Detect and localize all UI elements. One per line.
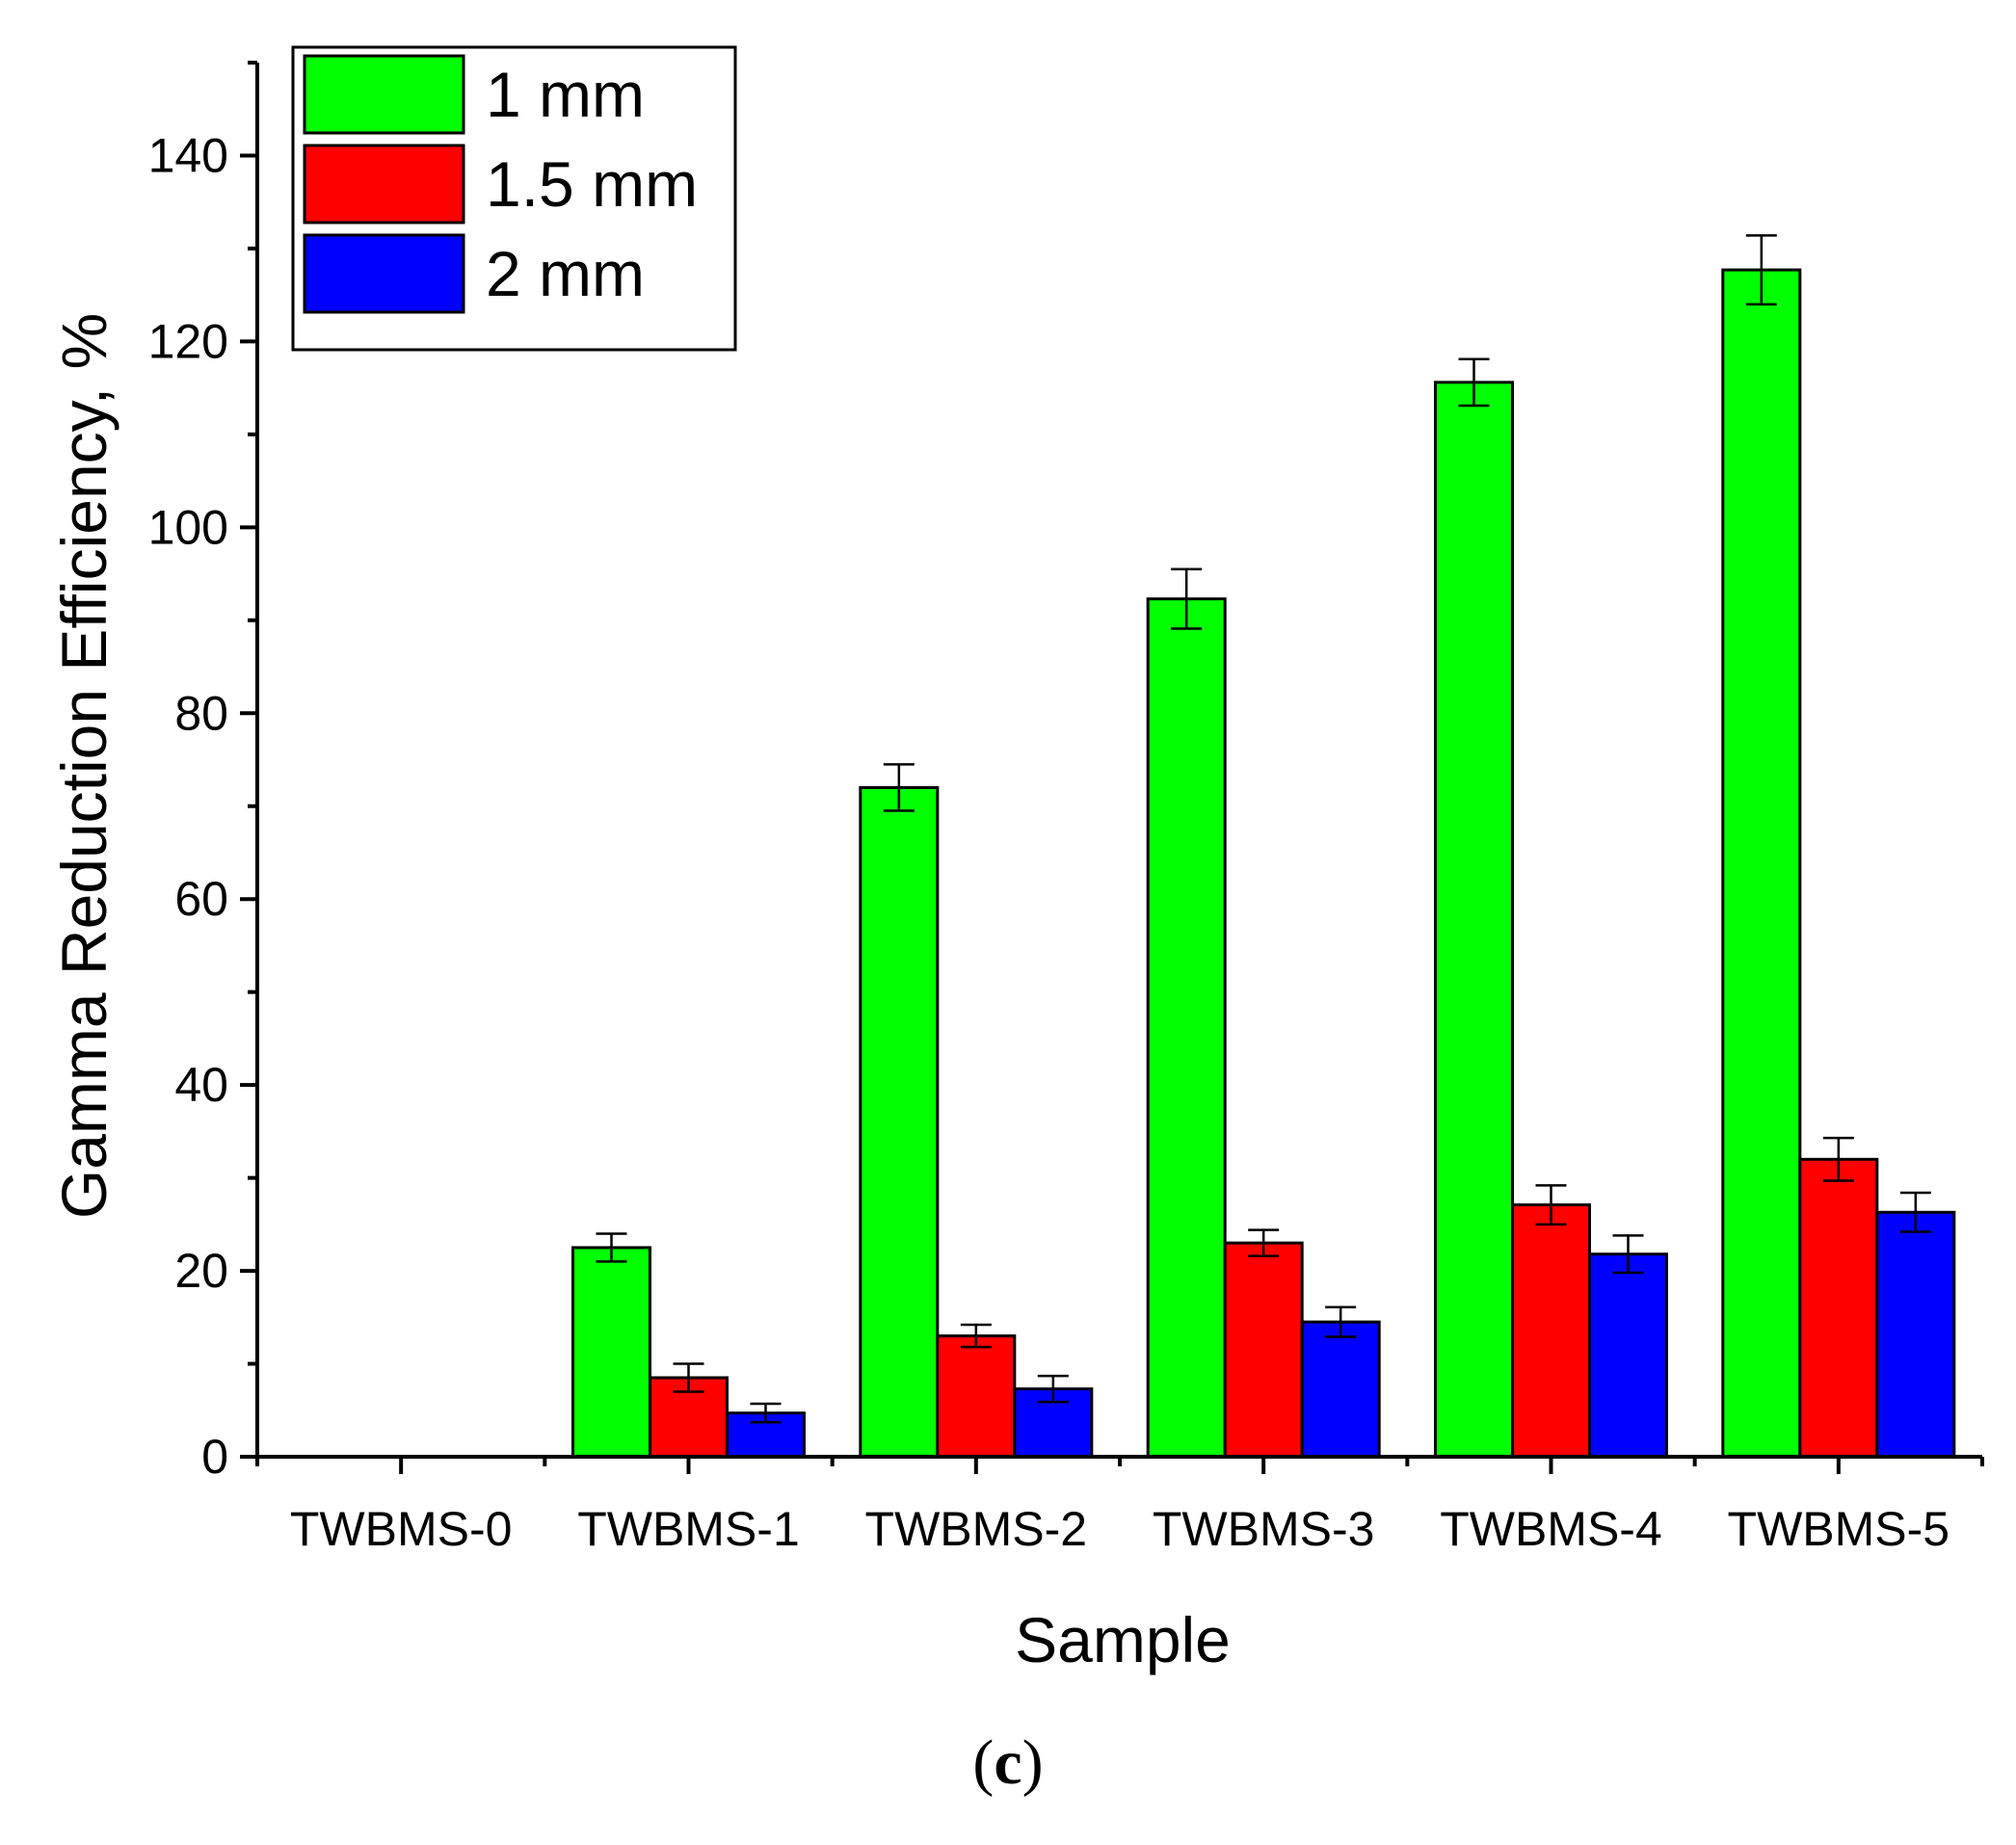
error-bar-twbms-4-2mm [1612, 1234, 1644, 1275]
bar-twbms-2-15mm [936, 1334, 1017, 1459]
legend-swatch-15mm [303, 144, 465, 224]
y-axis-title: Gamma Reduction Efficiency, % [48, 313, 119, 1219]
error-bars-layer [596, 234, 1931, 1424]
bar-twbms-1-1mm [571, 1246, 651, 1459]
legend: 1 mm 1.5 mm 2 mm [291, 45, 737, 352]
legend-label-15mm: 1.5 mm [486, 148, 698, 220]
error-bar-twbms-2-15mm [960, 1323, 992, 1349]
error-bar-twbms-1-1mm [596, 1232, 627, 1263]
y-tick-label-60: 60 [174, 872, 228, 926]
error-bar-twbms-5-1mm [1745, 234, 1777, 306]
legend-swatch-1mm [303, 54, 465, 135]
x-tick-label-twbms-0: TWBMS-0 [290, 1502, 513, 1556]
legend-label-2mm: 2 mm [486, 238, 645, 309]
error-bar-twbms-4-1mm [1458, 357, 1490, 408]
y-tick-label-20: 20 [174, 1244, 228, 1298]
bar-twbms-3-2mm [1300, 1320, 1381, 1459]
bar-twbms-4-1mm [1434, 381, 1514, 1459]
caption-close-paren: ) [1021, 1727, 1044, 1798]
bar-twbms-5-1mm [1721, 268, 1802, 1459]
y-tick-label-120: 120 [148, 314, 228, 368]
y-tick-label-0: 0 [201, 1430, 228, 1484]
error-bar-twbms-3-2mm [1325, 1305, 1357, 1338]
y-tick-label-80: 80 [174, 686, 228, 740]
bar-twbms-4-2mm [1588, 1252, 1668, 1459]
axes-layer: 0 20 40 60 80 100 120 140 TWBMS-0 TWBMS-1 TWBMS-2 T… [148, 61, 1984, 1556]
error-bar-twbms-1-2mm [750, 1402, 782, 1424]
caption-open-paren: ( [972, 1727, 995, 1798]
y-tick-label-140: 140 [148, 128, 228, 182]
bars-layer [571, 268, 1956, 1459]
x-tick-label-twbms-3: TWBMS-3 [1153, 1502, 1375, 1556]
error-bar-twbms-3-15mm [1248, 1228, 1280, 1257]
bar-twbms-5-15mm [1798, 1157, 1879, 1459]
bar-twbms-4-15mm [1511, 1203, 1591, 1459]
bar-twbms-3-15mm [1223, 1241, 1304, 1459]
x-tick-label-twbms-5: TWBMS-5 [1728, 1502, 1950, 1556]
error-bar-twbms-2-1mm [883, 763, 915, 812]
figure-caption: (c) [0, 1726, 2016, 1800]
bar-twbms-3-1mm [1146, 597, 1227, 1459]
error-bar-twbms-5-2mm [1899, 1191, 1931, 1233]
error-bar-twbms-4-15mm [1535, 1184, 1567, 1226]
bar-twbms-5-2mm [1875, 1210, 1956, 1459]
y-tick-label-100: 100 [148, 500, 228, 554]
error-bar-twbms-2-2mm [1037, 1374, 1069, 1404]
x-tick-label-twbms-1: TWBMS-1 [577, 1502, 800, 1556]
caption-letter: c [994, 1727, 1022, 1798]
legend-label-1mm: 1 mm [486, 59, 645, 130]
error-bar-twbms-1-15mm [673, 1362, 704, 1393]
bar-twbms-2-1mm [859, 785, 940, 1459]
x-tick-label-twbms-2: TWBMS-2 [865, 1502, 1088, 1556]
x-axis-title: Sample [1015, 1604, 1231, 1675]
error-bar-twbms-3-1mm [1171, 567, 1203, 630]
error-bar-twbms-5-15mm [1822, 1136, 1854, 1182]
x-tick-label-twbms-4: TWBMS-4 [1440, 1502, 1662, 1556]
y-tick-label-40: 40 [174, 1058, 228, 1112]
legend-swatch-2mm [303, 233, 465, 314]
